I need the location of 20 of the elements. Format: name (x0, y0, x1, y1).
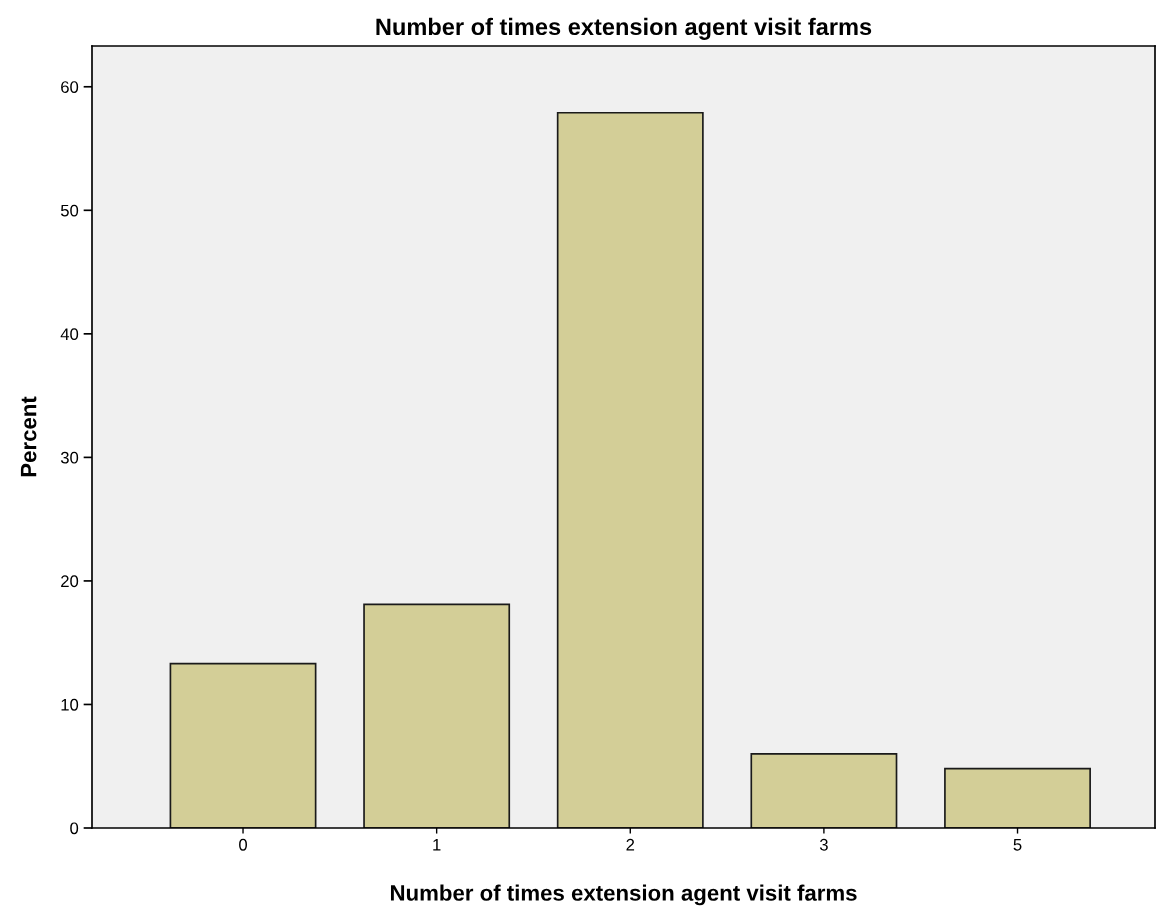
bar (169, 662, 317, 828)
y-tick-label: 0 (70, 822, 79, 835)
bar (363, 603, 511, 828)
y-tick-label: 40 (60, 328, 79, 341)
y-tick-label: 60 (61, 81, 79, 93)
bar (556, 111, 704, 828)
y-tick-label: 10 (61, 698, 79, 711)
bar (944, 767, 1091, 828)
x-tick-label: 0 (239, 838, 248, 851)
x-axis-title: Number of times extension agent visit farms (390, 884, 857, 906)
chart-title: Number of times extension agent visit farms (376, 17, 872, 40)
x-tick-label: 2 (626, 838, 635, 851)
bar (750, 753, 898, 828)
x-tick-label: 3 (819, 838, 828, 851)
y-tick-label: 50 (60, 204, 79, 217)
x-tick-label: 5 (1013, 839, 1022, 851)
x-tick-label: 1 (433, 839, 441, 851)
y-tick-label: 20 (61, 575, 79, 588)
y-tick-label: 30 (60, 451, 79, 464)
y-axis-title: Percent (20, 396, 37, 477)
